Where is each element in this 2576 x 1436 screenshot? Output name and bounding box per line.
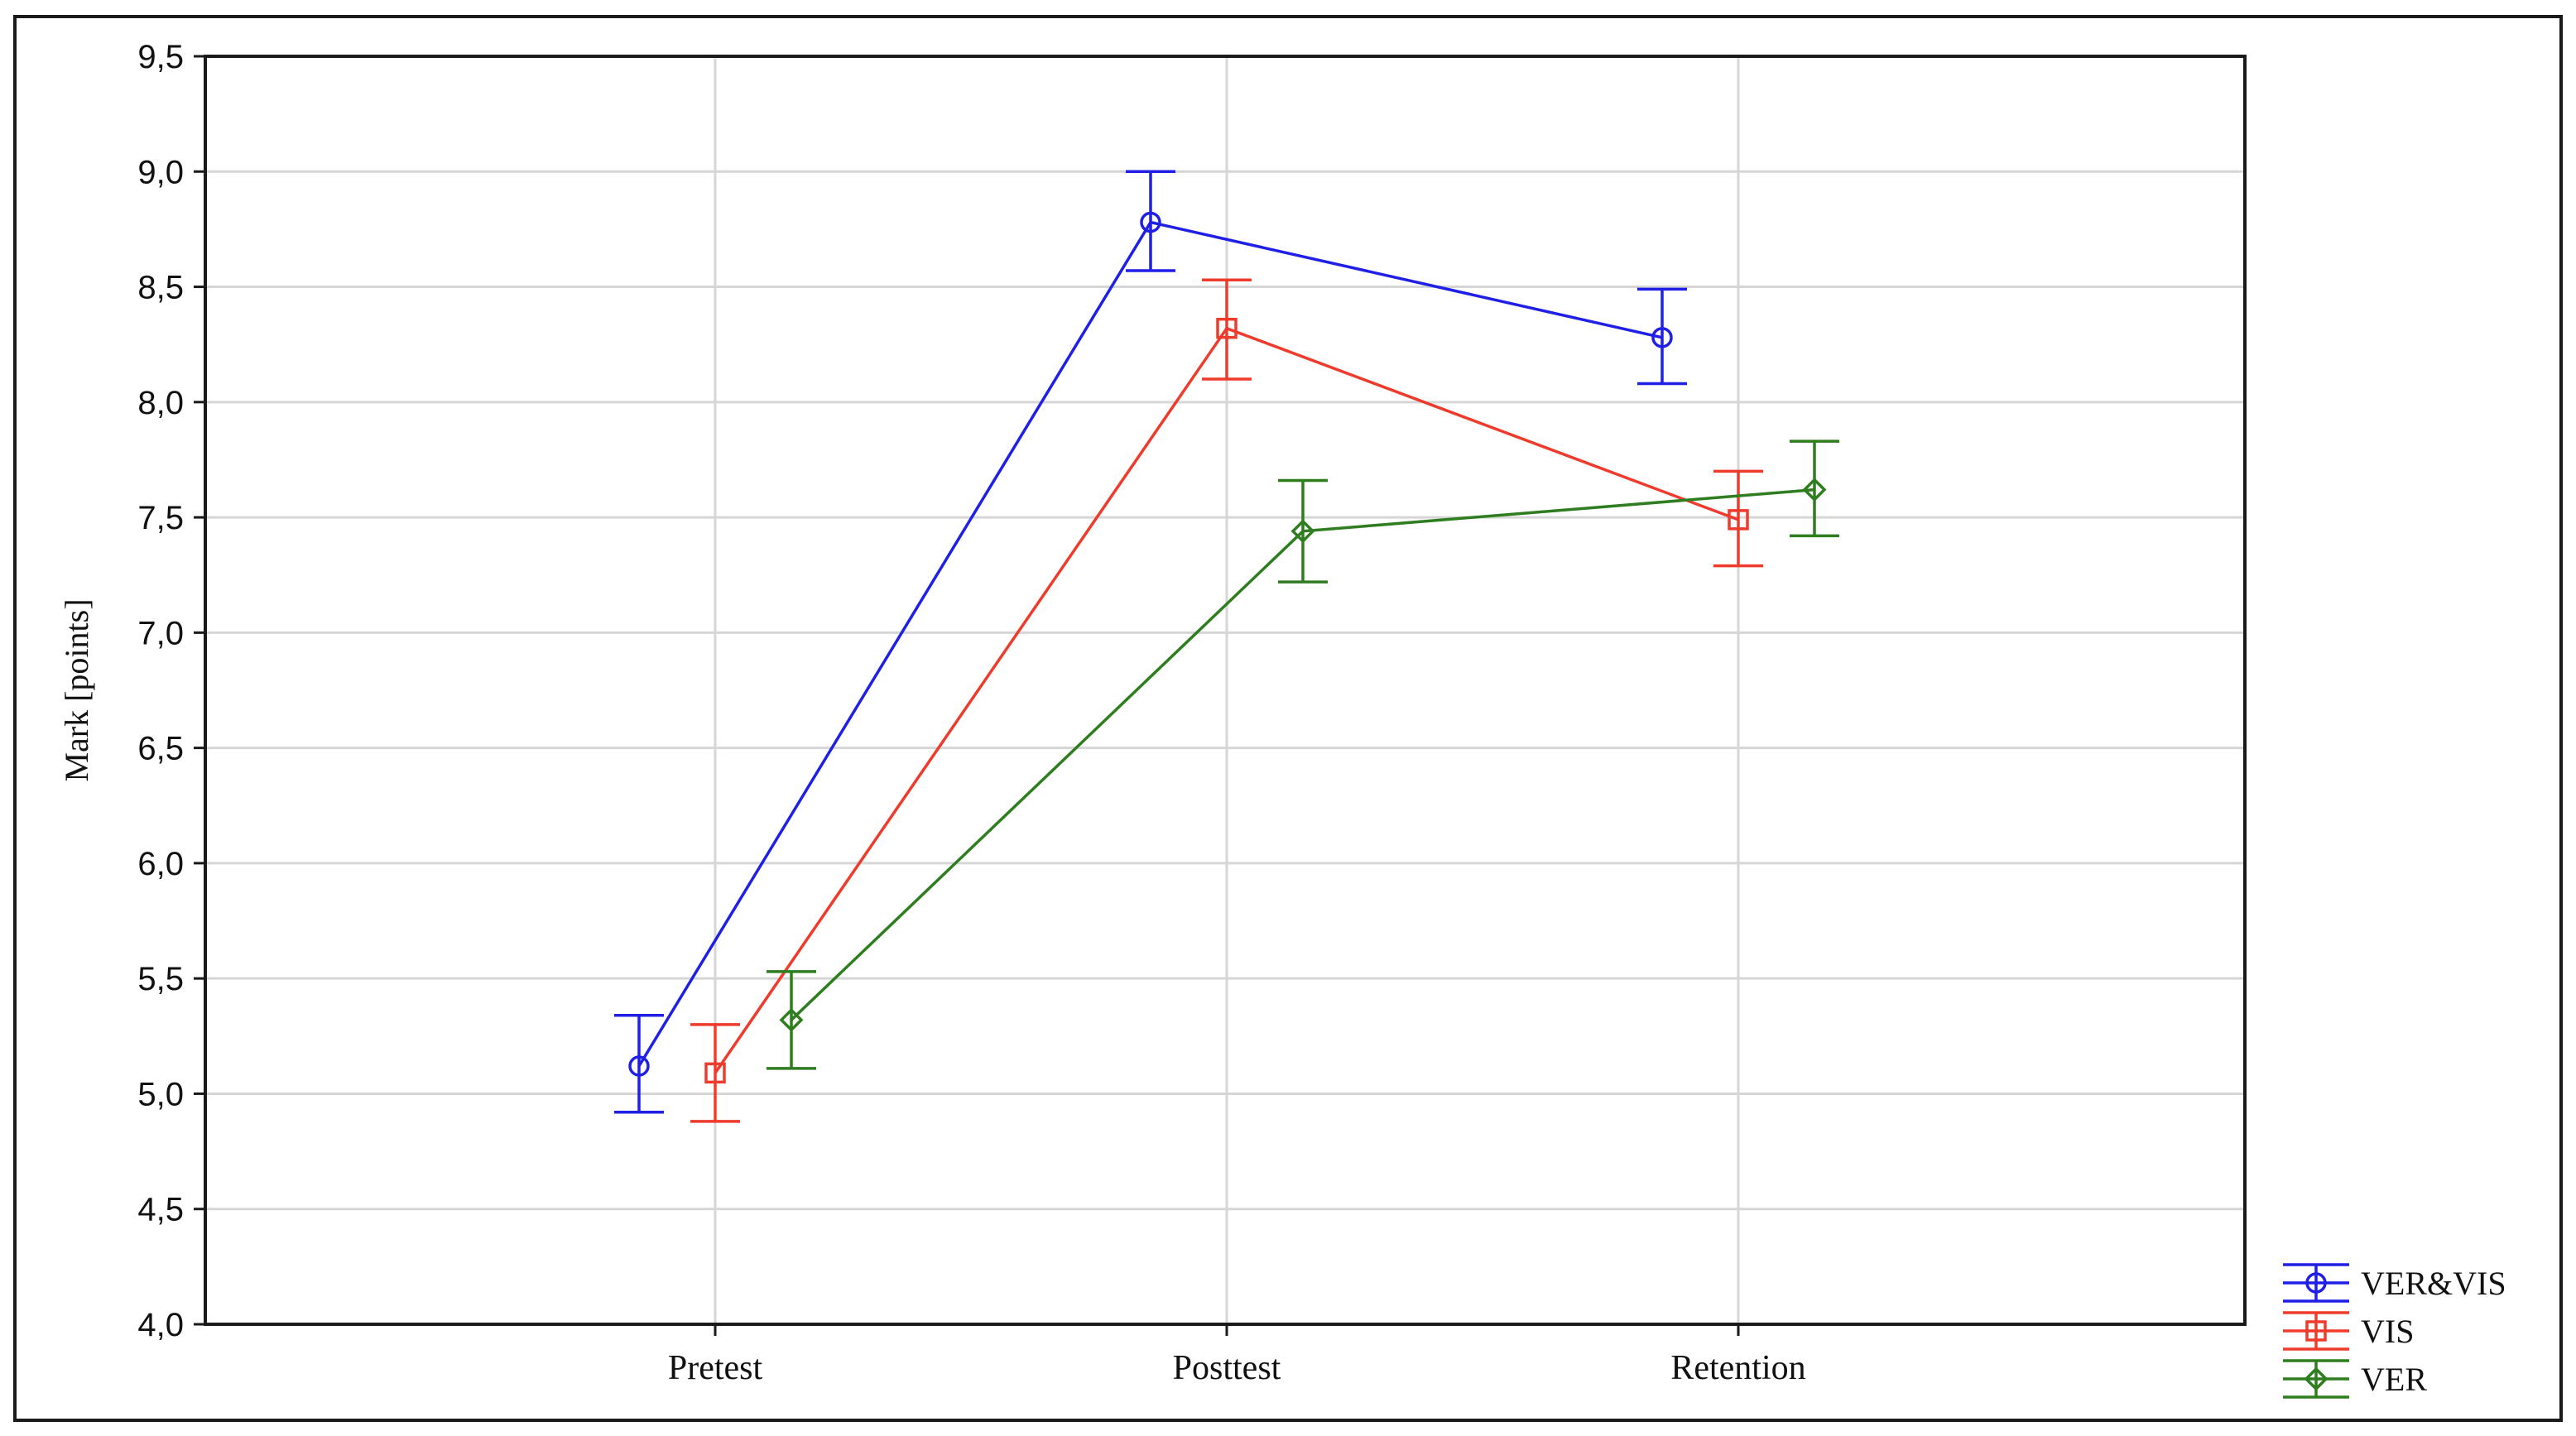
legend-label: VER&VIS bbox=[2361, 1265, 2506, 1302]
legend-label: VIS bbox=[2361, 1313, 2414, 1350]
y-tick-label: 7,0 bbox=[137, 615, 184, 651]
x-tick-label: Posttest bbox=[1173, 1349, 1281, 1387]
legend-marker bbox=[2305, 1272, 2327, 1294]
y-axis-ticks: 4,0 4,5 5,0 5,5 6,0 6,5 7,0 7,5 8,0 8,5 9,0 9,5 bbox=[137, 39, 205, 1343]
x-axis-ticks: Pretest Posttest Retention bbox=[668, 1324, 1806, 1387]
series-line bbox=[637, 220, 1663, 1067]
y-tick-label: 8,5 bbox=[137, 270, 184, 306]
y-tick-label: 9,0 bbox=[137, 154, 184, 190]
data-point-marker bbox=[1140, 211, 1161, 233]
legend: VER&VIS VIS VER bbox=[2283, 1263, 2506, 1399]
series-ver bbox=[767, 439, 1839, 1070]
y-tick-label: 7,5 bbox=[137, 500, 184, 536]
y-tick-label: 4,5 bbox=[137, 1192, 184, 1228]
legend-item: VIS bbox=[2283, 1311, 2414, 1351]
y-axis-title: Mark [points] bbox=[58, 598, 95, 781]
chart-frame bbox=[13, 15, 2563, 1422]
data-point-marker bbox=[1290, 519, 1315, 544]
data-point-marker bbox=[1728, 509, 1749, 531]
x-tick-label: Pretest bbox=[668, 1349, 763, 1387]
series-vis bbox=[690, 278, 1763, 1123]
grid-lines bbox=[205, 56, 2245, 1324]
y-tick-label: 5,5 bbox=[137, 961, 184, 997]
data-point-marker bbox=[1651, 327, 1673, 348]
data-point-marker bbox=[1216, 317, 1238, 339]
data-point-marker bbox=[779, 1007, 804, 1032]
y-tick-label: 6,0 bbox=[137, 846, 184, 882]
plot-area-border bbox=[204, 55, 2247, 1326]
data-point-marker bbox=[704, 1062, 726, 1084]
data-point-marker bbox=[1802, 478, 1827, 502]
y-tick-label: 6,5 bbox=[137, 731, 184, 767]
x-tick-label: Retention bbox=[1670, 1349, 1805, 1387]
series-layer bbox=[614, 170, 1839, 1123]
y-tick-label: 4,0 bbox=[137, 1307, 184, 1343]
legend-item: VER bbox=[2283, 1359, 2427, 1399]
y-tick-label: 5,0 bbox=[137, 1076, 184, 1112]
series-ver-vis bbox=[614, 170, 1687, 1114]
y-tick-label: 9,5 bbox=[137, 39, 184, 75]
y-tick-label: 8,0 bbox=[137, 385, 184, 421]
data-point-marker bbox=[628, 1055, 650, 1077]
legend-marker bbox=[2305, 1320, 2327, 1342]
legend-label: VER bbox=[2361, 1361, 2427, 1398]
legend-marker bbox=[2304, 1366, 2328, 1391]
legend-item: VER&VIS bbox=[2283, 1263, 2506, 1303]
